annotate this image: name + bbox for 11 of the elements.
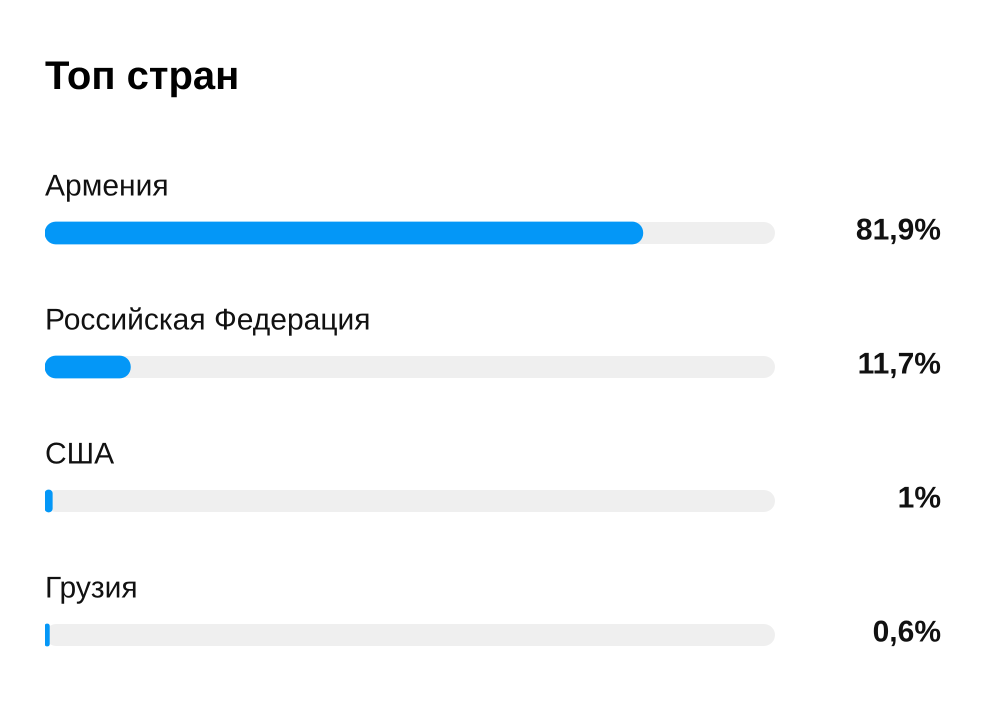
data-label: 11,7% [858, 347, 941, 380]
bar [45, 624, 50, 646]
data-label: 81,9% [856, 213, 941, 246]
y-tick-label: Грузия [45, 571, 138, 604]
bar [45, 356, 131, 378]
data-label: 0,6% [872, 615, 941, 648]
y-tick-label: Российская Федерация [45, 303, 371, 336]
chart-title: Топ стран [45, 54, 240, 98]
y-tick-label: США [45, 437, 114, 470]
data-label: 1% [898, 481, 941, 514]
y-tick-label: Армения [45, 169, 169, 202]
